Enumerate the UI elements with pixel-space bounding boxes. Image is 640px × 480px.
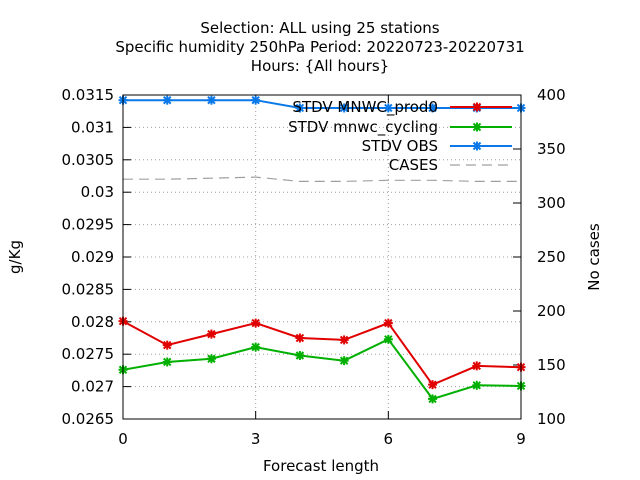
data-point-stdv-mnwc-prod0 xyxy=(206,329,216,339)
data-point-stdv-mnwc-cycling xyxy=(428,394,438,404)
grid-lines xyxy=(123,95,521,419)
series-line-stdv-mnwc-prod0 xyxy=(122,320,522,386)
data-point-stdv-mnwc-prod0 xyxy=(251,318,261,328)
y-tick-label: 0.0295 xyxy=(62,216,115,234)
data-point-stdv-mnwc-cycling xyxy=(383,334,393,344)
y-tick-label: 0.028 xyxy=(71,313,114,331)
y2-tick-label: 250 xyxy=(537,248,566,266)
data-point-stdv-mnwc-cycling xyxy=(206,354,216,364)
title-line-hours: Hours: {All hours} xyxy=(251,57,389,75)
data-point-stdv-obs xyxy=(251,95,261,105)
series-layer xyxy=(118,95,526,404)
data-point-stdv-obs xyxy=(206,95,216,105)
data-point-stdv-mnwc-prod0 xyxy=(295,333,305,343)
y-axis-label: g/Kg xyxy=(6,240,24,274)
data-point-stdv-obs xyxy=(295,103,305,113)
y-tick-label: 0.0275 xyxy=(62,345,115,363)
y-tick-label: 0.03 xyxy=(81,183,114,201)
title-line-variable-period: Specific humidity 250hPa Period: 2022072… xyxy=(115,38,524,56)
y2-tick-label: 400 xyxy=(537,86,566,104)
y-tick-label: 0.0265 xyxy=(62,410,115,428)
axis-ticks: 0.0265 0.027 0.0275 0.028 0.0285 0.029 0.0295 0… xyxy=(62,86,566,448)
legend-marker-stdv-mnwc-cycling xyxy=(472,122,482,132)
y-tick-label: 0.027 xyxy=(71,378,114,396)
y-tick-label: 0.0315 xyxy=(62,86,115,104)
title-line-selection: Selection: ALL using 25 stations xyxy=(200,19,439,37)
x-tick-label: 0 xyxy=(118,430,128,448)
legend-label-stdv-obs: STDV OBS xyxy=(362,137,438,155)
x-tick-label: 3 xyxy=(251,430,261,448)
data-point-stdv-mnwc-prod0 xyxy=(339,335,349,345)
y-tick-label: 0.031 xyxy=(71,118,114,136)
y2-tick-label: 300 xyxy=(537,194,566,212)
y-tick-label: 0.029 xyxy=(71,248,114,266)
data-point-stdv-mnwc-prod0 xyxy=(428,380,438,390)
legend-label-stdv-mnwc-cycling: STDV mnwc_cycling xyxy=(288,118,438,137)
data-point-stdv-mnwc-prod0 xyxy=(383,318,393,328)
data-point-stdv-mnwc-cycling xyxy=(251,342,261,352)
series-cases xyxy=(123,176,521,182)
data-point-stdv-mnwc-cycling xyxy=(295,350,305,360)
data-point-stdv-mnwc-cycling xyxy=(162,357,172,367)
series-stdv-mnwc-prod0 xyxy=(118,316,526,390)
chart-title: Selection: ALL using 25 stations Specifi… xyxy=(115,19,524,75)
data-point-stdv-obs xyxy=(339,103,349,113)
legend-label-stdv-mnwc-prod0: STDV MNWC_prod0 xyxy=(292,98,438,117)
data-point-stdv-obs xyxy=(162,95,172,105)
data-point-stdv-obs xyxy=(383,103,393,113)
y2-axis-label: No cases xyxy=(585,223,603,291)
plot-frame xyxy=(122,94,522,420)
legend-label-cases: CASES xyxy=(389,156,438,174)
x-axis-label: Forecast length xyxy=(263,457,379,475)
y2-tick-label: 100 xyxy=(537,410,566,428)
series-line-cases xyxy=(123,176,521,182)
data-point-stdv-mnwc-cycling xyxy=(339,356,349,366)
x-tick-label: 9 xyxy=(516,430,526,448)
data-point-stdv-mnwc-cycling xyxy=(472,380,482,390)
y2-tick-label: 150 xyxy=(537,356,566,374)
series-line-stdv-mnwc-cycling xyxy=(122,338,522,401)
data-point-stdv-mnwc-prod0 xyxy=(162,340,172,350)
y2-tick-label: 200 xyxy=(537,302,566,320)
legend-marker-stdv-mnwc-prod0 xyxy=(472,102,482,112)
y2-tick-label: 350 xyxy=(537,140,566,158)
y-tick-label: 0.0285 xyxy=(62,280,115,298)
series-stdv-mnwc-cycling xyxy=(118,334,526,404)
x-tick-label: 6 xyxy=(384,430,394,448)
data-point-stdv-obs xyxy=(428,103,438,113)
legend-marker-stdv-obs xyxy=(472,141,482,151)
data-point-stdv-mnwc-prod0 xyxy=(472,361,482,371)
y-tick-label: 0.0305 xyxy=(62,151,115,169)
